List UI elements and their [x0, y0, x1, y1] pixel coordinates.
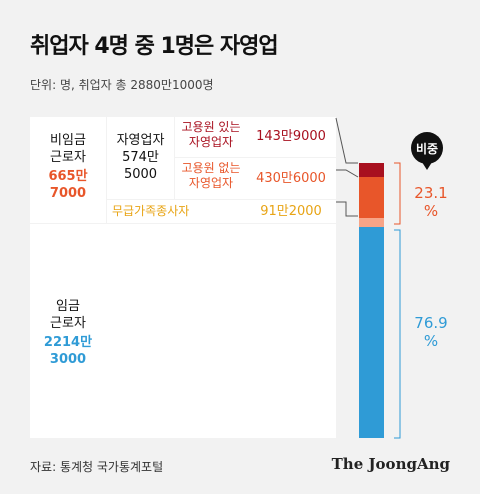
wage-box: [30, 224, 336, 438]
source-note: 자료: 통계청 국가통계포털: [30, 460, 164, 474]
bar-segment-wage: [359, 226, 384, 438]
own-account-box: [175, 158, 336, 199]
own-account-label: 고용원 없는 자영업자: [181, 161, 241, 190]
map-pin-icon: 비중: [411, 132, 443, 170]
nonwage-box: [30, 117, 106, 223]
share-pin: 비중: [407, 132, 447, 172]
wage-label: 임금 근로자: [50, 299, 86, 331]
self-employed-label: 자영업자 574만 5000: [116, 133, 165, 182]
own-account-value: 430만6000: [256, 171, 326, 186]
employer-value: 143만9000: [256, 129, 326, 144]
family-box: [107, 200, 336, 223]
employer-label: 고용원 있는 자영업자: [181, 120, 241, 149]
unit-note: 단위: 명, 취업자 총 2880만1000명: [30, 78, 214, 92]
svg-text:비중: 비중: [416, 141, 438, 156]
nonwage-label: 비임금 근로자: [50, 133, 86, 165]
wage-share: 76.9 %: [414, 314, 448, 350]
bar-segment-employer: [359, 163, 384, 177]
family-value: 91만2000: [260, 204, 322, 219]
employer-box: [175, 117, 336, 157]
family-label: 무급가족종사자: [112, 204, 190, 218]
stacked-bar: [359, 163, 384, 438]
bar-segment-own-account: [359, 176, 384, 218]
bar-segment-family: [359, 217, 384, 227]
nonwage-value: 665만 7000: [48, 169, 88, 201]
nonwage-share: 23.1 %: [414, 184, 448, 220]
page-title: 취업자 4명 중 1명은 자영업: [30, 34, 279, 59]
brand-logo: The JoongAng: [331, 455, 450, 473]
wage-value: 2214만 3000: [43, 335, 93, 367]
self-employed-box: [107, 117, 174, 199]
